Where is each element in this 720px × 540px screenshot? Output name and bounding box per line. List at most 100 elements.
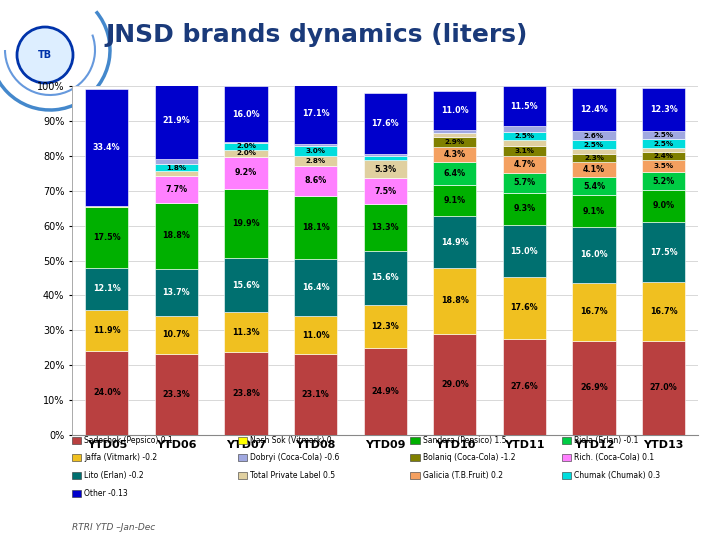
Text: 5.2%: 5.2% [652,177,675,186]
Text: 18.8%: 18.8% [163,231,190,240]
Text: TB: TB [38,50,52,60]
Bar [364,205,407,251]
Text: 17.6%: 17.6% [510,303,539,313]
Text: 16.7%: 16.7% [649,307,678,316]
Text: 11.5%: 11.5% [510,102,539,111]
Bar [225,150,268,157]
Text: 9.1%: 9.1% [583,207,605,216]
Bar [642,148,685,152]
Bar [433,133,477,137]
Text: 15.0%: 15.0% [510,247,539,255]
Bar [642,160,685,172]
Bar [85,267,128,309]
Text: 27.0%: 27.0% [649,383,678,392]
Text: 13.7%: 13.7% [163,288,190,297]
Bar [294,259,337,316]
Text: 5.3%: 5.3% [374,165,396,174]
Bar [294,354,337,435]
Bar [225,352,268,435]
Bar [642,341,685,435]
Text: 17.1%: 17.1% [302,109,330,118]
Text: 16.4%: 16.4% [302,283,330,292]
Text: 9.0%: 9.0% [652,201,675,211]
Bar [364,305,407,348]
Text: 5.4%: 5.4% [583,181,605,191]
Text: 9.2%: 9.2% [235,168,257,177]
Bar [433,185,477,217]
Text: 1.8%: 1.8% [166,165,186,171]
Circle shape [17,27,73,83]
Bar [225,258,268,313]
Bar [503,126,546,132]
Bar [433,91,477,130]
Text: 2.4%: 2.4% [654,153,674,159]
Text: Sadochok (Pepsico) 0.1: Sadochok (Pepsico) 0.1 [84,436,173,444]
Bar [364,160,407,178]
Text: 2.0%: 2.0% [236,143,256,149]
Text: 12.1%: 12.1% [93,284,121,293]
Bar [294,196,337,259]
Bar [364,92,407,154]
Bar [642,190,685,221]
Bar [433,147,477,163]
Bar [503,86,546,126]
Text: 29.0%: 29.0% [441,380,469,389]
Text: 12.3%: 12.3% [649,105,678,114]
Text: 2.5%: 2.5% [514,133,534,139]
Text: 5.7%: 5.7% [513,178,536,187]
Text: 27.6%: 27.6% [510,382,539,391]
Bar [433,163,477,185]
Bar [85,351,128,435]
Bar [364,348,407,435]
Bar [294,146,337,156]
Text: 7.5%: 7.5% [374,187,396,196]
Bar [294,316,337,354]
Text: Galicia (T.B.Fruit) 0.2: Galicia (T.B.Fruit) 0.2 [423,471,503,480]
Bar [572,341,616,435]
Bar [155,203,198,268]
Bar [155,268,198,316]
Bar [433,217,477,268]
Text: 2.5%: 2.5% [584,141,604,148]
Text: 2.6%: 2.6% [584,133,604,139]
Text: 4.3%: 4.3% [444,150,466,159]
Bar [155,316,198,354]
Text: Other -0.13: Other -0.13 [84,489,128,498]
Bar [433,268,477,334]
Bar [155,83,198,159]
Text: Bolaniq (Coca-Cola) -1.2: Bolaniq (Coca-Cola) -1.2 [423,454,515,462]
Bar [572,227,616,283]
Bar [225,143,268,150]
Bar [155,159,198,164]
Text: 23.3%: 23.3% [163,390,190,399]
Text: 2.0%: 2.0% [236,150,256,156]
Bar [85,206,128,207]
Bar [364,156,407,160]
Bar [294,166,337,196]
Bar [503,132,546,140]
Text: 15.6%: 15.6% [372,273,399,282]
Text: 16.0%: 16.0% [232,110,260,119]
Text: 21.9%: 21.9% [163,116,190,125]
Bar [642,88,685,131]
Text: Chumak (Chumak) 0.3: Chumak (Chumak) 0.3 [574,471,660,480]
Text: 11.0%: 11.0% [441,106,469,115]
Text: 11.9%: 11.9% [93,326,121,335]
Bar [572,88,616,131]
Text: 16.0%: 16.0% [580,251,608,260]
Bar [572,177,616,195]
Bar [364,251,407,305]
Text: 17.6%: 17.6% [372,119,399,127]
Bar [364,154,407,156]
Bar [572,131,616,140]
Text: 11.3%: 11.3% [232,328,260,336]
Text: Dobryi (Coca-Cola) -0.6: Dobryi (Coca-Cola) -0.6 [250,454,339,462]
Bar [294,156,337,166]
Bar [503,157,546,173]
Text: 18.8%: 18.8% [441,296,469,306]
Bar [642,139,685,148]
Text: Total Private Label 0.5: Total Private Label 0.5 [250,471,335,480]
Bar [503,193,546,225]
Text: 17.5%: 17.5% [93,233,121,241]
Bar [225,313,268,352]
